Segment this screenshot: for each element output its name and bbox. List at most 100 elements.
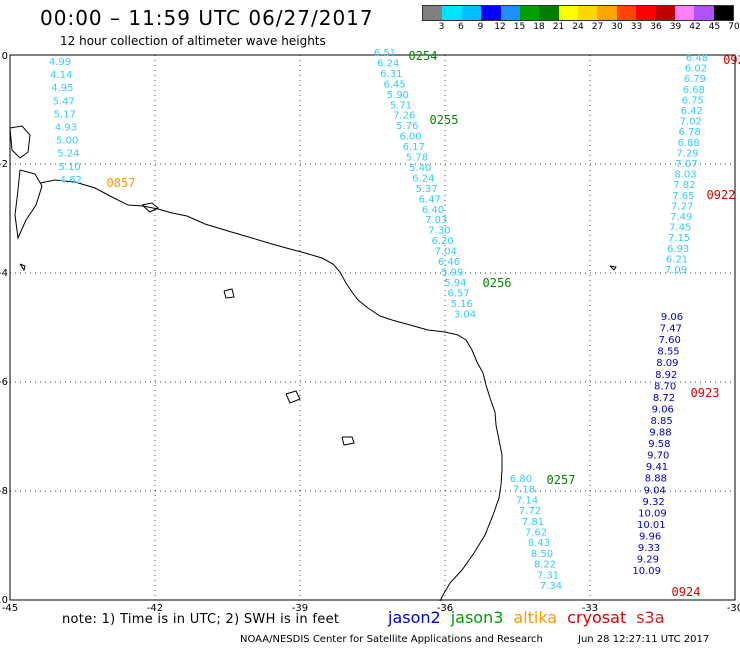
wave-height-label: 6.31 [380, 69, 402, 80]
wave-height-label: 8.43 [528, 538, 550, 549]
wave-height-label: 6.20 [431, 236, 453, 247]
wave-height-label: 9.96 [639, 531, 661, 542]
wave-height-label: 3.04 [454, 309, 476, 320]
wave-height-label: 7.02 [680, 117, 702, 128]
legend-swatch [597, 6, 617, 20]
wave-height-label: 5.76 [396, 121, 418, 132]
wave-height-label: 6.48 [686, 53, 708, 64]
wave-height-label: 5.37 [415, 184, 437, 195]
wave-height-label: 5.78 [406, 153, 428, 164]
legend-tick-label: 12 [494, 22, 506, 32]
wave-height-label: 6.02 [685, 64, 707, 75]
wave-height-label: 5.47 [52, 96, 74, 107]
legend-swatch [616, 6, 637, 20]
wave-height-label: 5.10 [58, 162, 80, 173]
mission-s3a: s3a [636, 608, 665, 627]
legend-tick-label: 30 [611, 22, 623, 32]
wave-height-label: 6.46 [438, 257, 460, 268]
legend-tick-label: 42 [689, 22, 701, 32]
track-jason3: 6.516.246.316.455.905.717.265.766.006.17… [374, 48, 476, 320]
footer-credit: NOAA/NESDIS Center for Satellite Applica… [240, 634, 543, 645]
wave-height-label: 7.26 [393, 111, 415, 122]
wave-height-label: 8.22 [534, 560, 556, 571]
wave-height-label: 5.17 [54, 109, 76, 120]
map-subtitle: 12 hour collection of altimeter wave hei… [60, 34, 326, 48]
wave-height-label: 9.04 [644, 485, 666, 496]
wave-height-label: 6.57 [447, 288, 469, 299]
x-tick-label: -45 [2, 603, 18, 614]
coastline-island [19, 263, 26, 272]
wave-height-label: 7.27 [671, 201, 693, 212]
track-altika: 4.99 4.14 4.95 5.47 5.17 4.93 5.00 5.24 5.10 4.62 [49, 57, 82, 186]
mission-altika: altika [513, 608, 558, 627]
wave-height-label: 6.00 [399, 132, 421, 143]
wave-height-label: 7.14 [516, 495, 538, 506]
wave-height-label: 5.16 [451, 299, 473, 310]
legend-tick-label: 39 [669, 22, 682, 32]
wave-height-label: 8.88 [645, 474, 667, 485]
wave-height-label: 5.94 [444, 278, 466, 289]
legend-swatch [674, 6, 695, 20]
wave-height-label: 4.62 [60, 175, 82, 186]
wave-height-label: 6.79 [684, 74, 706, 85]
wave-height-label: 6.24 [412, 173, 434, 184]
map-grid [9, 54, 736, 601]
coastline-island [341, 436, 355, 446]
wave-height-label: 5.24 [57, 149, 79, 160]
coastline-island [285, 390, 301, 404]
wave-height-label: 4.14 [50, 70, 72, 81]
legend-tick-label: 18 [533, 22, 545, 32]
legend-tick-label: 3 [438, 22, 445, 32]
x-tick-label: -36 [437, 603, 453, 614]
wave-height-label: 7.03 [425, 215, 447, 226]
units-note: note: 1) Time is in UTC; 2) SWH is in fe… [62, 612, 340, 627]
wave-height-label: 7.47 [660, 324, 682, 335]
map-border [9, 54, 736, 601]
wave-height-label: 7.62 [525, 528, 547, 539]
y-tick-label: -8 [0, 486, 8, 497]
wave-height-label: 9.06 [652, 404, 674, 415]
wave-height-label: 6.75 [682, 95, 704, 106]
wave-height-label: 5.00 [56, 136, 78, 147]
legend-tick-label: 27 [591, 22, 604, 32]
wave-height-label: 5.40 [409, 163, 431, 174]
wave-height-label: 6.51 [374, 48, 396, 59]
mission-legend: jason2 jason3 altika cryosat s3a [388, 608, 675, 627]
map-title: 00:00 – 11:59 UTC 06/27/2017 [40, 6, 374, 30]
track-cryosat: 6.486.026.796.686.756.427.026.786.887.29… [665, 53, 708, 276]
wave-height-label: 7.07 [675, 159, 697, 170]
wave-height-label: 8.85 [651, 416, 673, 427]
y-tick-label: 0 [2, 51, 8, 62]
coastline-island [223, 288, 235, 299]
y-tick-label: -4 [0, 268, 8, 279]
legend-tick-label: 33 [630, 22, 643, 32]
wave-height-label: 7.49 [670, 212, 692, 223]
mission-jason2: jason2 [388, 608, 441, 627]
track-jason3: 6.807.187.147.727.817.628.438.508.227.31… [510, 474, 562, 592]
wave-height-label: 6.88 [677, 138, 699, 149]
axis-labels: -45 -42 -39 -36 -33 -30 0 -2 -4 -6 -8 -10 [0, 51, 740, 614]
mission-cryosat: cryosat [567, 608, 627, 627]
legend-swatch [461, 6, 482, 20]
legend-color-bar [422, 5, 734, 21]
legend-swatch [636, 6, 656, 20]
wave-height-label: 5.99 [441, 267, 463, 278]
wave-height-label: 6.68 [683, 85, 705, 96]
legend-swatch [713, 6, 733, 20]
wave-height-label: 4.99 [49, 57, 71, 68]
x-tick-label: -42 [147, 603, 163, 614]
wave-height-label: 10.09 [632, 566, 661, 577]
legend-tick-label: 24 [572, 22, 584, 32]
coastline-island [9, 125, 31, 159]
footer-timestamp: Jun 28 12:27:11 UTC 2017 [578, 634, 710, 645]
wave-height-label: 7.30 [428, 226, 450, 237]
legend-tick-label: 70 [728, 22, 740, 32]
legend-swatch [481, 6, 501, 20]
legend-swatch [519, 6, 540, 20]
wave-height-label: 9.29 [637, 555, 659, 566]
pass-time-label: 0922 [707, 188, 736, 202]
wave-height-label: 6.17 [403, 142, 425, 153]
wave-height-label: 7.34 [540, 581, 562, 592]
